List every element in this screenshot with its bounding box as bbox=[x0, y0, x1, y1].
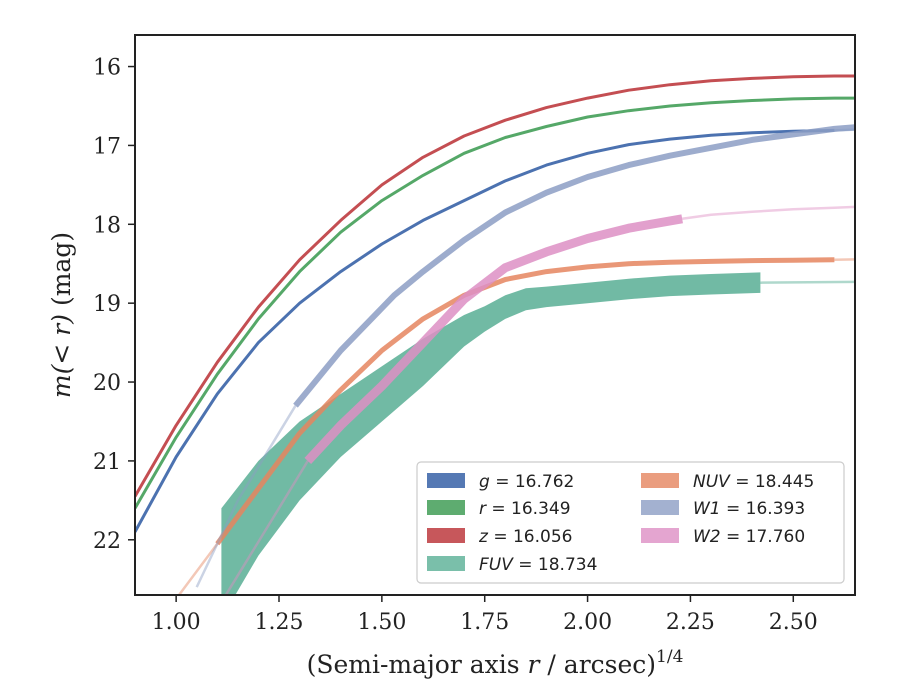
y-axis-label-main: m bbox=[47, 374, 76, 398]
x-tick-label: 1.50 bbox=[357, 610, 406, 635]
legend-item-z: z = 16.056 bbox=[427, 527, 572, 547]
legend: g = 16.762 NUV = 18.445 r = 16.349 W1 = 16.… bbox=[416, 461, 845, 584]
y-tick-label: 18 bbox=[93, 213, 121, 238]
legend-label: g = 16.762 bbox=[479, 472, 574, 492]
legend-item-g: g = 16.762 bbox=[427, 472, 574, 492]
legend-swatch bbox=[641, 500, 679, 515]
legend-box bbox=[416, 461, 845, 584]
x-axis-label-main: (Semi-major axis bbox=[307, 650, 528, 679]
y-tick-label: 19 bbox=[93, 292, 121, 317]
series-w2-extrapolation-2 bbox=[682, 205, 855, 221]
legend-swatch bbox=[427, 473, 465, 488]
x-tick-label: 1.75 bbox=[460, 610, 509, 635]
legend-swatch bbox=[641, 473, 679, 488]
legend-label: FUV = 18.734 bbox=[479, 555, 597, 575]
x-axis-label: (Semi-major axis r / arcsec)1/4 bbox=[307, 647, 684, 679]
x-axis-label-var: r bbox=[528, 650, 542, 679]
plot-area bbox=[135, 74, 855, 595]
x-tick-label: 2.25 bbox=[666, 610, 715, 635]
legend-label: r = 16.349 bbox=[479, 499, 571, 519]
series-r-line bbox=[135, 96, 855, 509]
y-tick-label: 22 bbox=[93, 529, 121, 554]
legend-item-fuv: FUV = 18.734 bbox=[427, 555, 597, 575]
series-z bbox=[135, 74, 855, 498]
plot-frame bbox=[134, 34, 856, 596]
legend-item-nuv: NUV = 18.445 bbox=[641, 472, 814, 492]
legend-item-w2: W2 = 17.760 bbox=[641, 527, 805, 547]
legend-label: W2 = 17.760 bbox=[693, 527, 805, 547]
y-axis-label-unit: (mag) bbox=[47, 232, 76, 314]
legend-swatch bbox=[427, 500, 465, 515]
series-w2-line bbox=[304, 214, 683, 464]
legend-swatch bbox=[641, 528, 679, 543]
x-axis: 1.00 1.25 1.50 1.75 2.00 2.25 2.50 bbox=[152, 595, 818, 635]
series-z-line bbox=[135, 74, 855, 498]
series-nuv bbox=[177, 257, 855, 595]
x-tick-label: 2.50 bbox=[769, 610, 818, 635]
x-axis-label-unit: / arcsec) bbox=[539, 650, 656, 679]
x-tick-label: 2.00 bbox=[563, 610, 612, 635]
y-tick-label: 21 bbox=[93, 450, 121, 475]
y-tick-label: 16 bbox=[93, 56, 121, 81]
y-tick-label: 17 bbox=[93, 134, 121, 159]
series-nuv-extrapolation-1 bbox=[177, 542, 219, 595]
x-tick-label: 1.25 bbox=[255, 610, 304, 635]
series-w2-extrapolation-1 bbox=[224, 460, 309, 595]
series-w1 bbox=[195, 124, 855, 588]
legend-swatch bbox=[427, 528, 465, 543]
series-fuv-extrapolation-1 bbox=[760, 280, 855, 284]
legend-item-w1: W1 = 16.393 bbox=[641, 499, 805, 519]
legend-label: W1 = 16.393 bbox=[693, 499, 805, 519]
legend-swatch bbox=[427, 556, 465, 571]
series-nuv-line bbox=[215, 257, 835, 546]
x-tick-label: 1.00 bbox=[152, 610, 201, 635]
series-g-line bbox=[135, 128, 835, 533]
x-axis-label-exponent: 1/4 bbox=[656, 647, 683, 667]
series-w1-line bbox=[293, 124, 855, 408]
legend-label: z = 16.056 bbox=[478, 527, 572, 547]
legend-item-r: r = 16.349 bbox=[427, 499, 571, 519]
series-w1-extrapolation-1 bbox=[195, 405, 297, 588]
series-r bbox=[135, 96, 855, 509]
y-tick-label: 20 bbox=[93, 371, 121, 396]
y-axis-label-arg: (< r) bbox=[47, 314, 76, 374]
series-w2 bbox=[224, 205, 855, 595]
legend-label: NUV = 18.445 bbox=[693, 472, 814, 492]
y-axis: 16 17 18 19 20 21 22 bbox=[93, 56, 135, 554]
y-axis-label: m(< r) (mag) bbox=[47, 232, 76, 398]
